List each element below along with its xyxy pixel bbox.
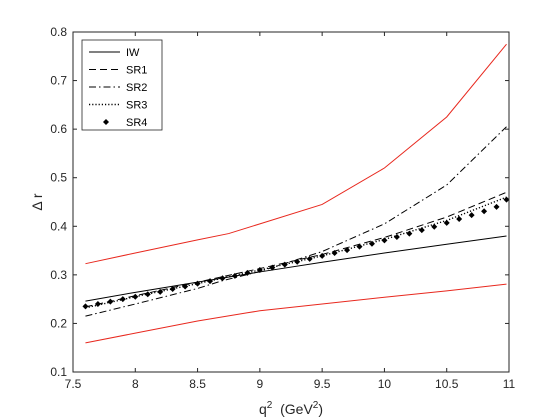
series-upper-bound-line [85, 43, 507, 265]
series-sr4-point [157, 288, 164, 295]
series-sr4-point [281, 261, 288, 268]
series-sr4-point [119, 296, 126, 303]
x-tick-label: 11 [503, 377, 516, 391]
series-sr4-point [294, 258, 301, 265]
series-sr4-point [443, 219, 450, 226]
series-lower-bound-line [85, 283, 507, 344]
y-tick-label: 0.2 [50, 316, 67, 330]
series-sr4-point [256, 267, 263, 273]
x-tick-label: 9.5 [314, 377, 331, 391]
y-tick-label: 0.6 [50, 122, 67, 136]
legend: IW SR1 SR2 SR3 SR4 [81, 39, 163, 131]
series-sr4-point [356, 243, 363, 250]
series-sr4-point [244, 269, 251, 276]
y-tick-label: 0.5 [50, 171, 67, 185]
series-iw-line [85, 235, 507, 302]
series-sr4-point [331, 250, 338, 256]
legend-label-sr3: SR3 [126, 100, 147, 112]
series-sr4-point [231, 272, 238, 279]
plot-frame [72, 31, 510, 373]
x-tick-label: 10.5 [435, 377, 459, 391]
series-sr4-point [393, 233, 400, 240]
x-tick-label: 7.5 [65, 377, 82, 391]
series-sr4-point [418, 227, 425, 234]
legend-label-iw: IW [126, 47, 140, 59]
x-tick-label: 9 [257, 377, 264, 391]
legend-box [81, 39, 163, 131]
y-tick-label: 0.8 [50, 25, 67, 39]
series-sr4-point [493, 203, 500, 210]
series-sr4-point [132, 293, 139, 300]
series-sr4-point [381, 237, 388, 244]
y-axis-label: Δ r [29, 193, 45, 210]
series-sr4-point [306, 255, 313, 262]
series-sr4-point [344, 247, 351, 254]
series-sr4 [82, 196, 510, 310]
series-sr4-point [406, 230, 413, 237]
legend-label-sr4: SR4 [126, 117, 147, 129]
series-layer [82, 43, 510, 344]
series-sr4-point [503, 196, 510, 203]
legend-marker-sr4 [103, 119, 109, 125]
x-tick-label: 8.5 [189, 377, 206, 391]
series-sr4-point [319, 252, 326, 259]
series-sr4-point [219, 275, 226, 282]
legend-label-sr1: SR1 [126, 65, 147, 77]
series-sr4-point [207, 278, 214, 285]
x-tick-label: 8 [132, 377, 139, 391]
legend-label-sr2: SR2 [126, 82, 147, 94]
x-axis-label: q2 (GeV2) [259, 400, 323, 417]
y-tick-label: 0.3 [50, 268, 67, 282]
tick-labels-layer: 7.5 8 8.5 9 9.5 10 10.5 11 0.1 0.2 0.3 0.4 0.5 0.6 0.7… [50, 25, 515, 391]
series-sr4-point [182, 283, 189, 290]
series-sr4-point [456, 216, 463, 222]
series-sr4-point [107, 298, 114, 305]
x-tick-label: 10 [378, 377, 392, 391]
series-sr4-point [94, 301, 101, 307]
series-sr4-point [169, 285, 176, 292]
y-tick-label: 0.7 [50, 74, 67, 88]
series-sr4-point [431, 223, 438, 230]
y-tick-label: 0.1 [50, 365, 67, 379]
y-tick-label: 0.4 [50, 219, 67, 233]
series-sr4-point [194, 280, 201, 287]
series-sr4-point [481, 208, 488, 215]
series-sr4-point [468, 212, 475, 219]
series-sr4-point [144, 291, 151, 298]
ticks-layer [72, 31, 510, 373]
series-sr4-point [82, 303, 89, 310]
series-sr4-point [368, 240, 375, 247]
series-sr4-point [269, 264, 276, 271]
